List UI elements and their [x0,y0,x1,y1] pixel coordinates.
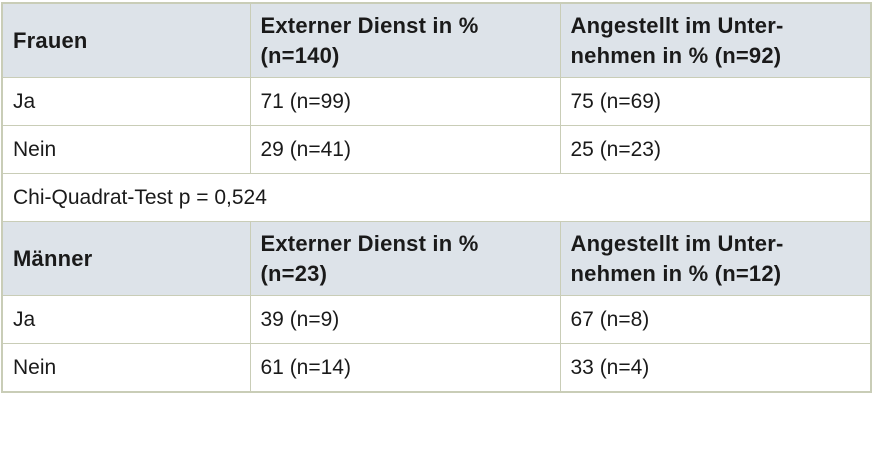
header-row-women: Frauen Externer Dienst in % (n=140) Ange… [1,2,872,78]
header-external-service-women: Externer Dienst in % (n=140) [249,2,561,78]
table-row: Ja 39 (n=9) 67 (n=8) [1,295,872,344]
results-table: Frauen Externer Dienst in % (n=140) Ange… [1,2,872,393]
cell-value: 61 (n=14) [249,343,561,393]
table-row: Nein 61 (n=14) 33 (n=4) [1,343,872,393]
results-table-container: Frauen Externer Dienst in % (n=140) Ange… [1,2,872,393]
group-label-women: Frauen [1,2,251,78]
chi-square-note: Chi-Quadrat-Test p = 0,524 [1,173,872,222]
row-label: Nein [1,343,251,393]
row-label: Nein [1,125,251,174]
chi-square-note-row: Chi-Quadrat-Test p = 0,524 [1,173,872,222]
header-employed-company-women: Angestellt im Unter- nehmen in % (n=92) [559,2,872,78]
row-label: Ja [1,77,251,126]
table-row: Nein 29 (n=41) 25 (n=23) [1,125,872,174]
cell-value: 29 (n=41) [249,125,561,174]
table-row: Ja 71 (n=99) 75 (n=69) [1,77,872,126]
header-external-service-men: Externer Dienst in % (n=23) [249,221,561,296]
group-label-men: Männer [1,221,251,296]
cell-value: 67 (n=8) [559,295,872,344]
cell-value: 75 (n=69) [559,77,872,126]
header-row-men: Männer Externer Dienst in % (n=23) Anges… [1,221,872,296]
cell-value: 33 (n=4) [559,343,872,393]
cell-value: 71 (n=99) [249,77,561,126]
header-employed-company-men: Angestellt im Unter- nehmen in % (n=12) [559,221,872,296]
cell-value: 25 (n=23) [559,125,872,174]
cell-value: 39 (n=9) [249,295,561,344]
row-label: Ja [1,295,251,344]
